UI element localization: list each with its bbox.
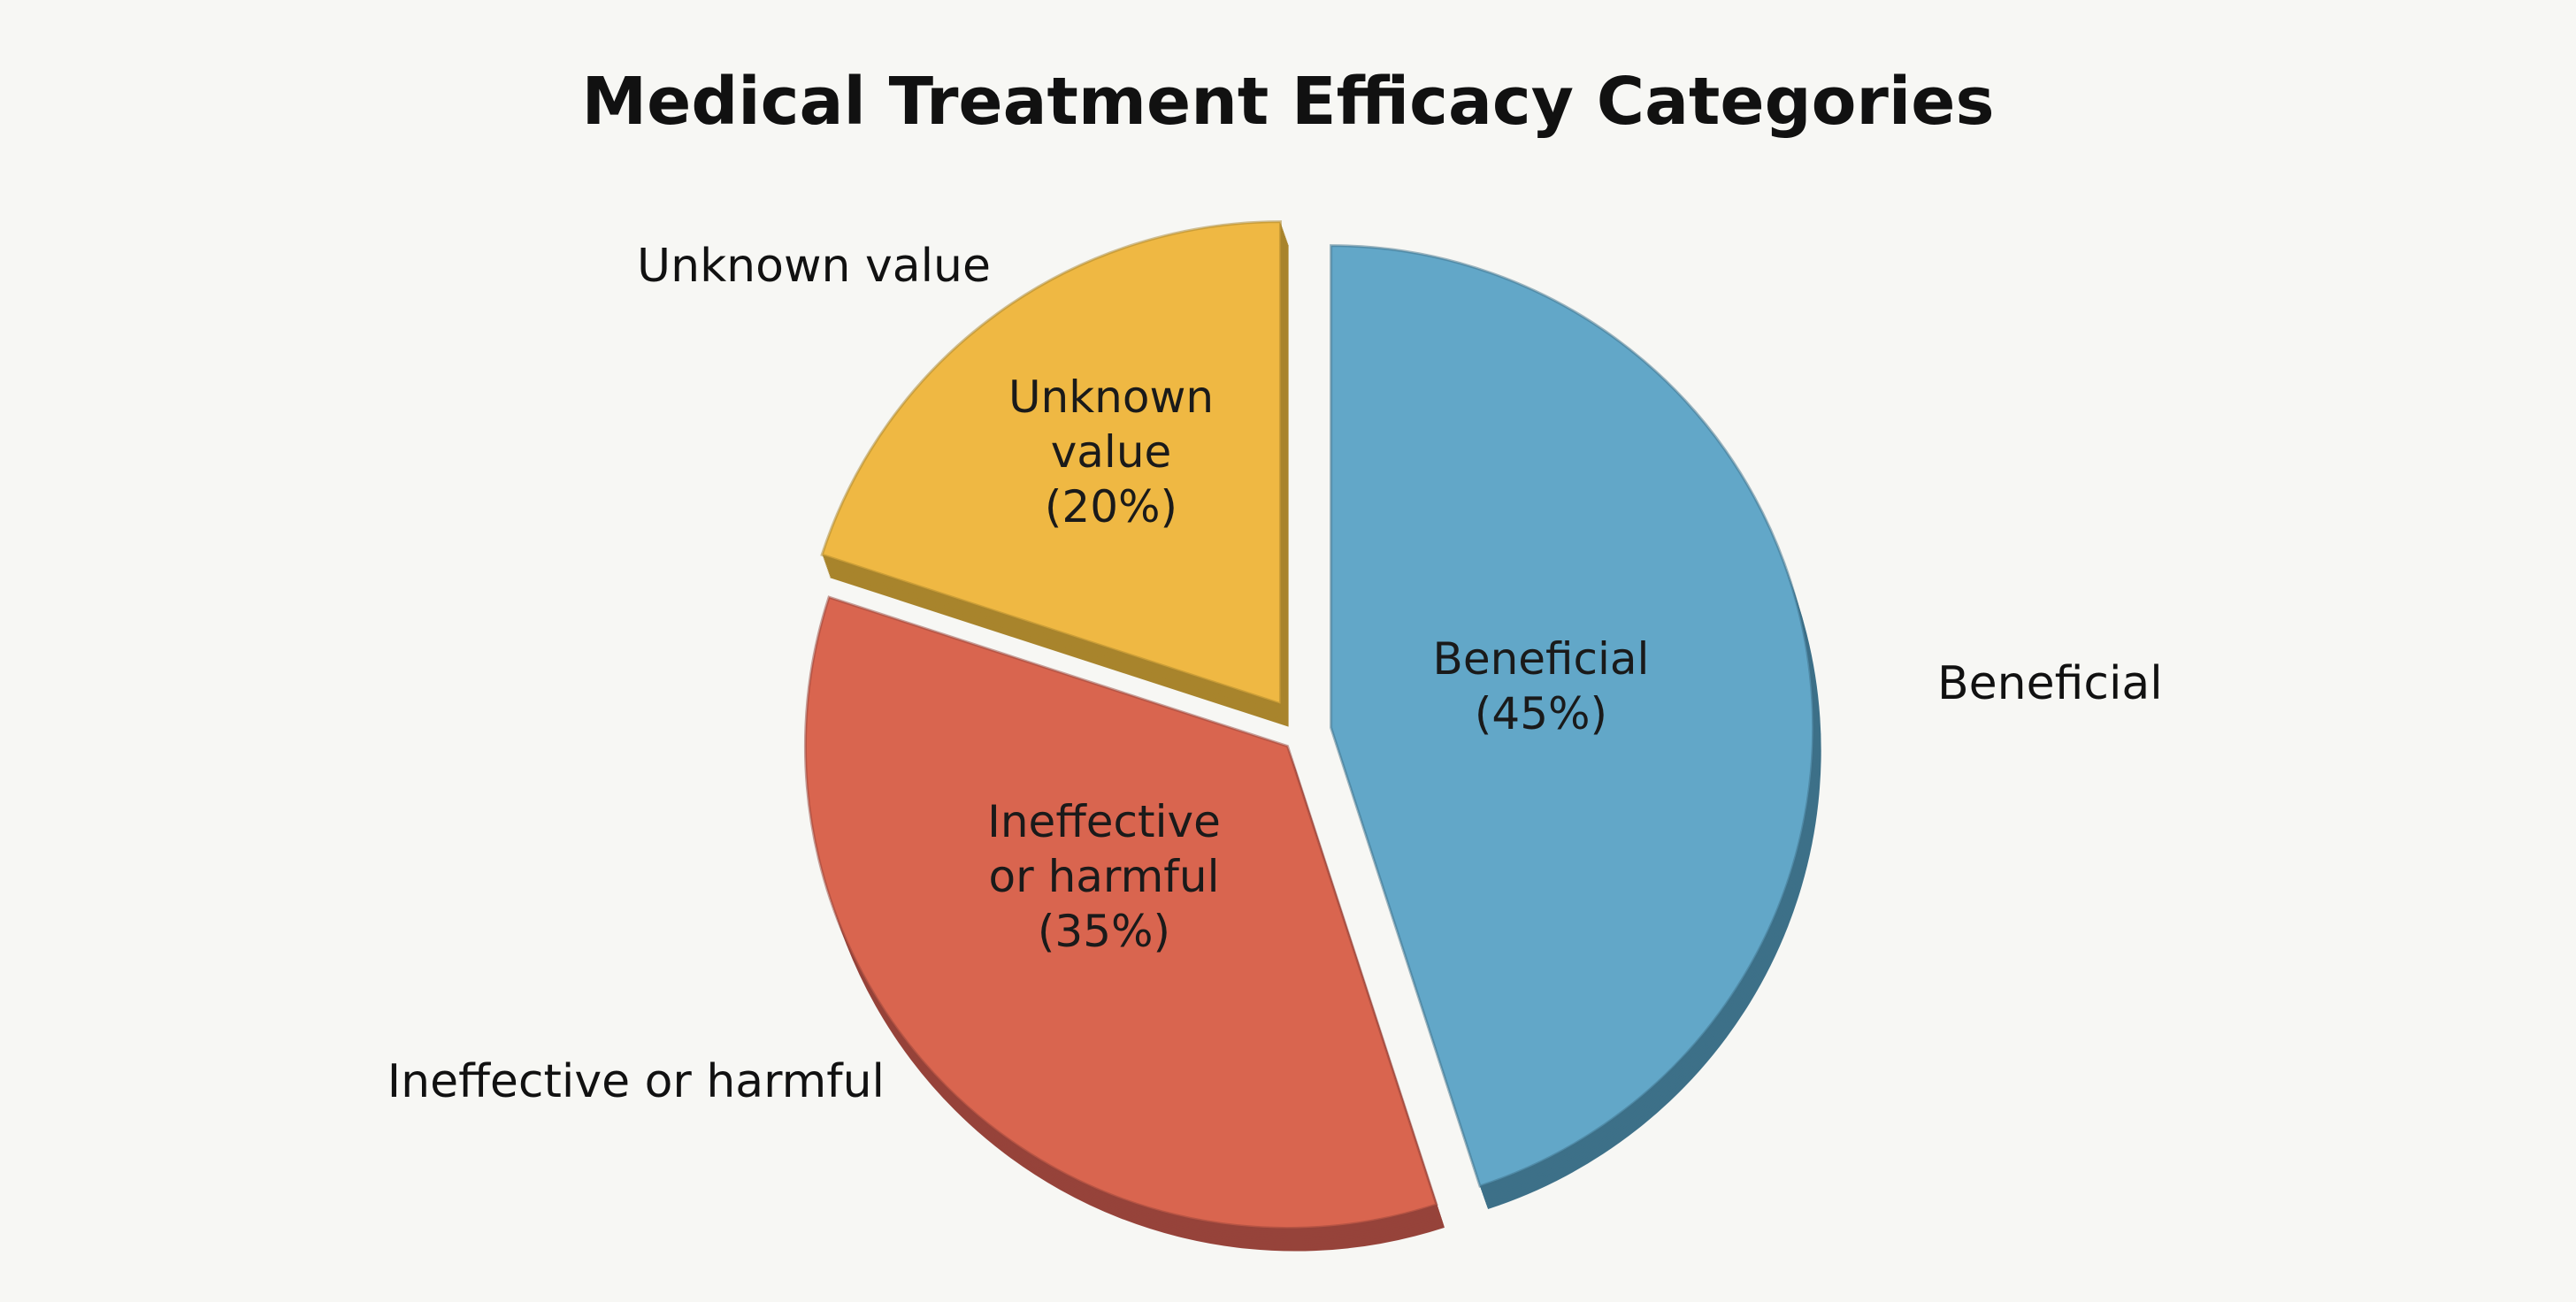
chart-title: Medical Treatment Efficacy Categories — [582, 64, 1995, 140]
inner-label-line: Beneficial — [1433, 633, 1650, 685]
outer-label-beneficial: Beneficial — [1937, 657, 2163, 710]
slice-beneficial — [1330, 244, 1815, 1188]
outer-label-ineffective-or-harmful: Ineffective or harmful — [387, 1055, 885, 1108]
inner-label-line: Unknown — [1008, 371, 1214, 423]
inner-label-line: (20%) — [1045, 481, 1177, 532]
inner-label-ineffective-or-harmful: Ineffective or harmful (35%) — [987, 796, 1221, 957]
slice-unknown-value — [820, 220, 1282, 706]
inner-label-line: (35%) — [1038, 906, 1170, 957]
inner-label-line: (45%) — [1475, 688, 1607, 739]
outer-label-unknown-value: Unknown value — [637, 240, 991, 293]
inner-label-line: Ineffective — [987, 796, 1221, 847]
inner-label-line: or harmful — [989, 851, 1220, 902]
inner-label-line: value — [1051, 426, 1172, 478]
inner-label-unknown-value: Unknown value (20%) — [1008, 371, 1214, 532]
inner-label-beneficial: Beneficial (45%) — [1433, 633, 1650, 739]
slice-ineffective-or-harmful — [803, 595, 1438, 1230]
